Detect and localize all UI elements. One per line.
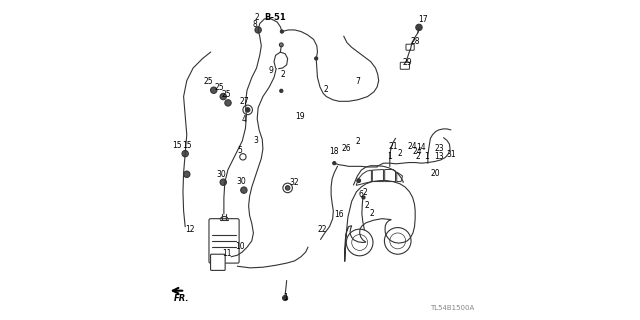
Text: 2: 2 [397,149,403,158]
Text: B-51: B-51 [265,13,287,22]
FancyBboxPatch shape [209,219,239,263]
Text: 25: 25 [204,77,213,86]
Text: 25: 25 [221,91,231,100]
Text: 19: 19 [296,112,305,121]
Text: 30: 30 [237,177,246,186]
Text: 31: 31 [447,150,456,159]
Text: 9: 9 [268,66,273,75]
Text: 18: 18 [330,147,339,156]
Text: 20: 20 [431,169,440,178]
Text: 1: 1 [424,152,429,161]
Text: 4: 4 [242,115,247,124]
Text: 11: 11 [223,249,232,258]
Text: 17: 17 [419,15,428,24]
Circle shape [285,186,290,190]
FancyBboxPatch shape [406,44,414,50]
Circle shape [220,93,227,100]
Text: TL54B1500A: TL54B1500A [429,305,474,311]
Circle shape [416,24,422,31]
Circle shape [225,100,231,106]
Text: 2: 2 [355,137,360,146]
Circle shape [280,30,284,33]
Text: 25: 25 [214,83,224,92]
Text: 12: 12 [185,225,195,234]
Circle shape [246,108,250,112]
Text: 26: 26 [341,144,351,153]
Circle shape [333,162,336,165]
FancyBboxPatch shape [211,254,225,270]
Text: 8: 8 [253,20,257,29]
FancyBboxPatch shape [400,62,410,69]
Circle shape [280,43,284,47]
Text: 24: 24 [407,142,417,151]
Text: 29: 29 [403,58,412,67]
Text: 24: 24 [412,147,422,156]
Text: 10: 10 [236,242,245,251]
Circle shape [182,150,188,157]
Circle shape [255,27,261,33]
Text: 2: 2 [369,209,374,219]
Text: 2: 2 [365,202,369,211]
Text: 1: 1 [284,292,289,301]
Text: 14: 14 [416,143,426,152]
Text: 15: 15 [182,141,192,150]
Text: 3: 3 [253,136,259,146]
Text: 2: 2 [362,188,367,197]
Text: 32: 32 [289,178,299,187]
Text: 1: 1 [387,152,392,161]
Circle shape [283,295,287,300]
Text: 16: 16 [334,210,344,219]
Text: 28: 28 [410,37,420,46]
Text: 15: 15 [172,141,182,150]
Text: 5: 5 [237,146,243,155]
Circle shape [211,87,217,93]
Text: FR.: FR. [174,294,189,303]
Circle shape [356,179,360,182]
Circle shape [184,171,190,178]
Text: 23: 23 [435,144,444,153]
Text: 2: 2 [280,70,285,79]
Circle shape [362,196,365,199]
Text: 13: 13 [434,152,444,161]
Circle shape [241,187,247,193]
Circle shape [220,179,227,185]
Text: 27: 27 [240,97,250,106]
Text: 6: 6 [359,190,364,199]
Text: 2: 2 [254,13,259,22]
Text: 22: 22 [318,225,327,234]
Text: 30: 30 [216,170,226,179]
Text: 7: 7 [355,77,360,86]
Text: 2: 2 [415,152,420,161]
Text: 21: 21 [389,142,398,151]
Text: 2: 2 [324,85,329,94]
Circle shape [280,89,283,92]
Circle shape [315,57,318,60]
